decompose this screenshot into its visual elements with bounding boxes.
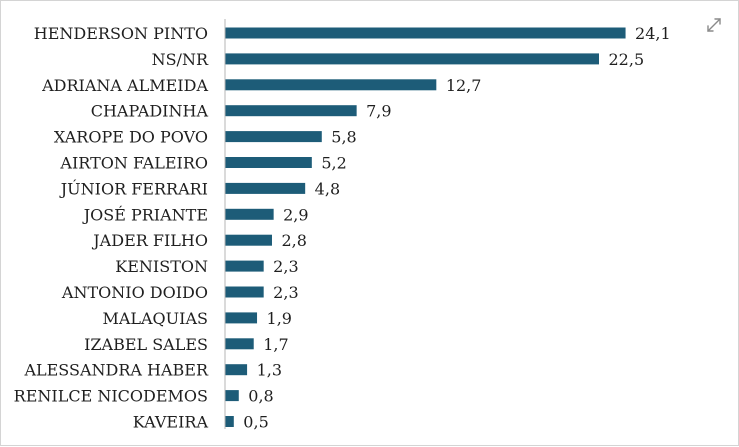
category-label: JOSÉ PRIANTE (82, 204, 208, 224)
bar (225, 364, 248, 376)
bar (225, 208, 274, 220)
bar (225, 105, 357, 117)
value-label: 4,8 (315, 179, 340, 198)
bar (225, 27, 626, 39)
bar (225, 416, 234, 427)
bar (225, 390, 239, 402)
bar (225, 131, 322, 143)
value-label: 5,8 (331, 128, 356, 147)
bar (225, 260, 264, 272)
value-label: 0,8 (248, 387, 273, 406)
value-label: 1,9 (267, 309, 292, 328)
bar (225, 312, 258, 324)
category-label: CHAPADINHA (91, 102, 209, 121)
category-label: IZABEL SALES (84, 335, 208, 354)
value-label: 2,8 (281, 231, 306, 250)
bar (225, 286, 264, 298)
category-label: ANTONIO DOIDO (61, 283, 208, 302)
value-label: 0,5 (243, 413, 268, 432)
value-label: 2,9 (283, 205, 308, 224)
bar (225, 234, 272, 246)
category-label: KAVEIRA (133, 413, 209, 432)
value-label: 12,7 (446, 76, 482, 95)
value-label: 7,9 (366, 102, 391, 121)
category-label: HENDERSON PINTO (34, 24, 208, 43)
category-label: MALAQUIAS (102, 309, 208, 328)
category-label: XAROPE DO POVO (54, 128, 208, 147)
category-label: KENISTON (115, 257, 208, 276)
category-label: ALESSANDRA HABER (23, 361, 209, 380)
bar (225, 79, 437, 91)
chart-rows: HENDERSON PINTO 24,1 NS/NR 22,5 ADRIANA ALME… (14, 24, 671, 432)
value-label: 2,3 (273, 257, 298, 276)
bar (225, 338, 254, 350)
category-label: NS/NR (152, 50, 209, 69)
bar (225, 53, 599, 65)
value-label: 5,2 (321, 154, 346, 173)
value-label: 1,3 (257, 361, 282, 380)
bar (225, 157, 312, 168)
category-label: ADRIANA ALMEIDA (41, 76, 208, 95)
value-label: 2,3 (273, 283, 298, 302)
value-label: 1,7 (263, 335, 288, 354)
value-label: 24,1 (635, 24, 671, 43)
value-label: 22,5 (609, 50, 645, 69)
category-label: JÚNIOR FERRARI (59, 178, 208, 198)
bar (225, 182, 306, 194)
category-label: AIRTON FALEIRO (59, 154, 208, 173)
category-label: RENILCE NICODEMOS (14, 387, 208, 406)
category-label: JADER FILHO (91, 231, 208, 250)
expand-icon[interactable] (704, 15, 724, 35)
